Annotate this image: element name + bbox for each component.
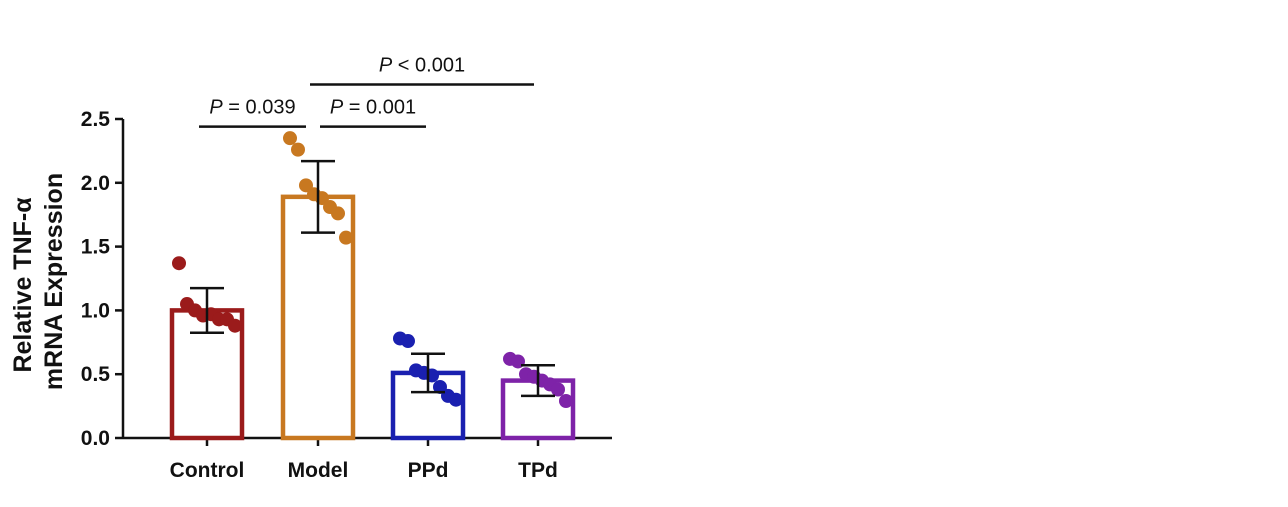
- p-symbol: P: [330, 97, 344, 119]
- p-symbol: P: [209, 97, 223, 119]
- x-tick-label: TPd: [518, 459, 558, 482]
- bars: [169, 194, 576, 441]
- data-point: [299, 178, 313, 193]
- y-tick-label: 2.5: [81, 108, 111, 131]
- data-points: [172, 131, 573, 408]
- data-point: [433, 379, 447, 394]
- x-tick-label: Control: [170, 459, 245, 482]
- data-point: [401, 334, 415, 349]
- data-point: [283, 131, 297, 146]
- y-tick-label: 2.0: [81, 172, 110, 195]
- data-point: [551, 382, 565, 397]
- error-bars: [190, 159, 555, 398]
- significance-label: P = 0.039: [209, 97, 295, 119]
- data-point: [172, 256, 186, 271]
- y-tick-label: 1.0: [81, 299, 110, 322]
- significance-label: P = 0.001: [330, 97, 416, 119]
- p-value: < 0.001: [392, 55, 465, 77]
- y-tick-label: 0.5: [81, 363, 111, 386]
- p-value: = 0.039: [223, 97, 296, 119]
- x-tick-label: Model: [288, 459, 349, 482]
- significance-label: P < 0.001: [379, 55, 465, 77]
- data-point: [559, 393, 573, 408]
- y-axis-title-line-2: mRNA Expression: [40, 173, 68, 390]
- data-point: [339, 230, 353, 245]
- y-tick-label: 0.0: [81, 427, 110, 450]
- axes: 0.0 0.5 1.0 1.5 2.0 2.5 Control Model PPd TPd: [81, 108, 612, 482]
- data-point: [449, 392, 463, 407]
- data-point: [228, 318, 242, 333]
- y-axis-title: Relative TNF-α mRNA Expression: [9, 173, 68, 390]
- y-axis-title-line-1: Relative TNF-α: [9, 197, 37, 373]
- p-symbol: P: [379, 55, 393, 77]
- p-value: = 0.001: [343, 97, 416, 119]
- data-point: [331, 206, 345, 221]
- y-tick-label: 1.5: [81, 236, 111, 259]
- data-point: [291, 142, 305, 157]
- x-tick-label: PPd: [408, 459, 449, 482]
